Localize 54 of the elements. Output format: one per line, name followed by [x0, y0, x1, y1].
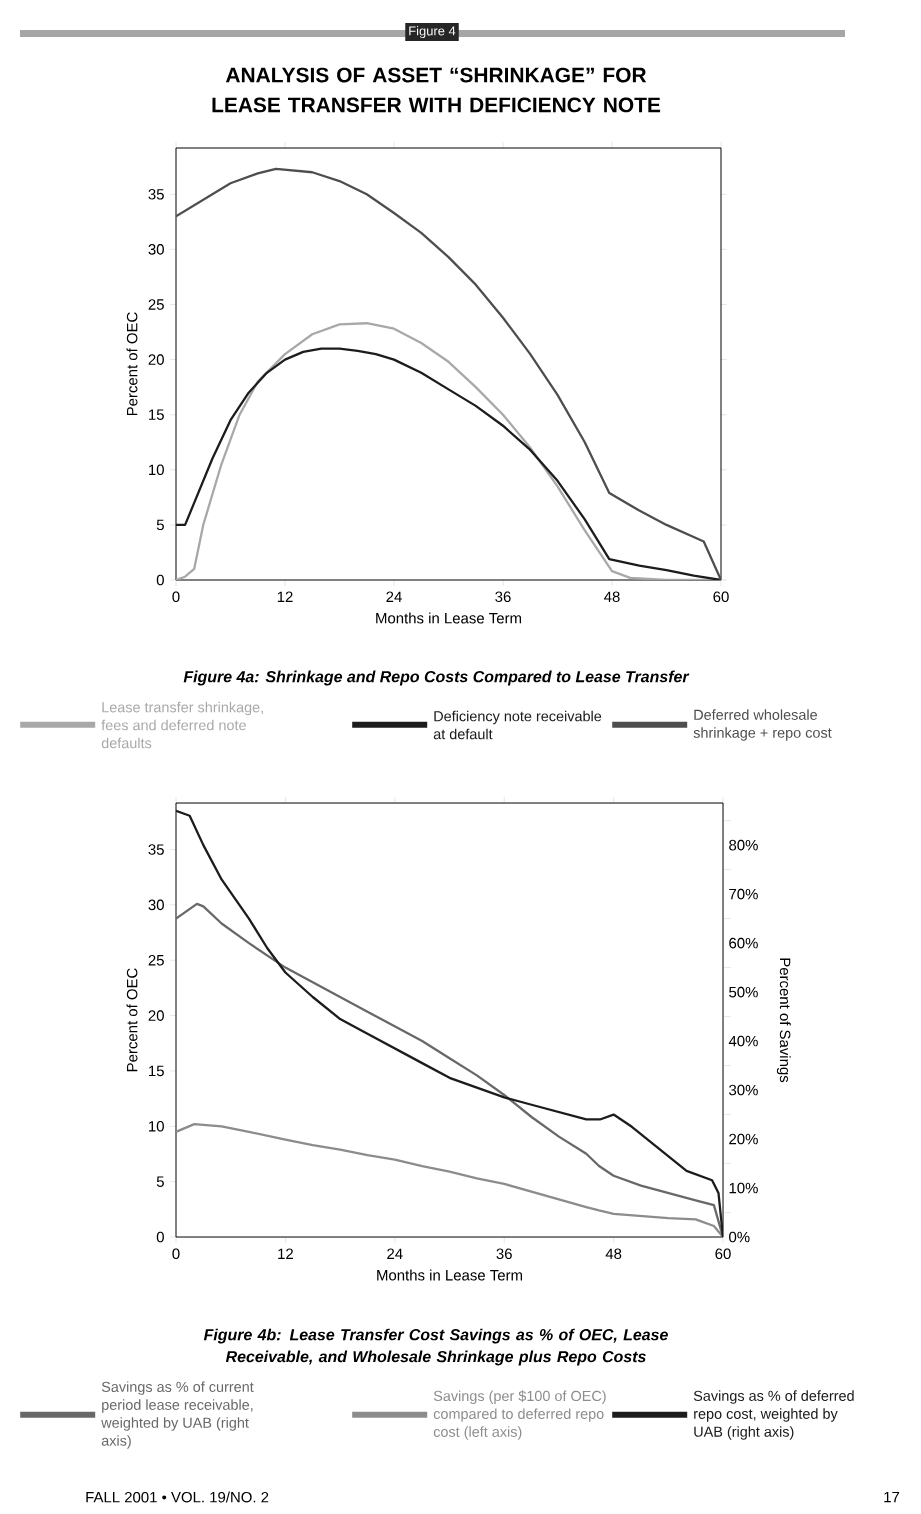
caption: Figure 4b: Lease Transfer Cost Savings as % of OEC, Lease Receivable, and Wholesale Shrinkage plus Repo Costs — [203, 1328, 668, 1366]
y2-axis-title: Percent of Savings — [776, 958, 791, 1083]
y-tick-label: 10 — [149, 1121, 164, 1132]
y-tick-label: 5 — [156, 519, 164, 531]
y-tick-label: 35 — [148, 844, 164, 855]
chart-title: ANALYSIS OF ASSET “SHRINKAGE” FOR LEASE TRANSFER WITH DEFICIENCY NOTE — [212, 67, 661, 113]
x-tick-label: 24 — [387, 1248, 403, 1259]
text: Deferred wholesale shrinkage + repo cost — [693, 709, 832, 741]
x-tick-label: 12 — [277, 591, 293, 602]
y2-tick-label: 10% — [729, 1182, 758, 1194]
x-tick-label: 24 — [386, 591, 402, 602]
x-axis-title: Months in Lease Term — [376, 612, 522, 624]
text: Deficiency note receivable at default — [433, 710, 602, 740]
y-axis-title: Percent of OEC — [126, 312, 138, 416]
x-tick-label: 48 — [605, 1248, 622, 1260]
x-tick-label: 0 — [172, 1248, 180, 1260]
x-axis-title: Months in Lease Term — [377, 1269, 523, 1281]
x-tick-label: 0 — [172, 591, 180, 603]
x-tick-label: 36 — [495, 591, 511, 603]
y-tick-label: 15 — [149, 409, 164, 420]
text: FALL 2001 • VOL. 19/NO. 2 — [86, 1491, 269, 1503]
y-axis-title: Percent of OEC — [126, 968, 138, 1072]
text: Savings (per $100 of OEC) compared to deferred repo cost (left axis) — [433, 1390, 606, 1440]
y-tick-label: 0 — [156, 574, 164, 586]
y2-tick-label: 30% — [729, 1084, 758, 1096]
y-tick-label: 20 — [148, 354, 164, 365]
y-tick-label: 25 — [148, 299, 164, 310]
y2-tick-label: 40% — [728, 1035, 758, 1047]
x-tick-label: 36 — [496, 1248, 512, 1260]
y-tick-label: 30 — [148, 244, 164, 255]
y-tick-label: 30 — [148, 899, 164, 911]
x-tick-label: 12 — [278, 1248, 293, 1259]
text: Lease transfer shrinkage, fees and deferred note defaults — [101, 701, 263, 749]
y-tick-label: 0 — [156, 1231, 164, 1243]
y2-tick-label: 60% — [729, 937, 758, 949]
x-tick-label: 48 — [604, 591, 620, 603]
y2-tick-label: 80% — [729, 839, 758, 851]
y-tick-label: 35 — [148, 189, 164, 200]
text: 17 — [884, 1491, 900, 1503]
y-tick-label: 5 — [156, 1176, 164, 1187]
text: Savings as % of deferred repo cost, weighted by UAB (right axis) — [693, 1390, 854, 1440]
x-tick-label: 60 — [715, 1248, 731, 1260]
y2-tick-label: 20% — [729, 1133, 758, 1145]
y-tick-label: 20 — [148, 1010, 164, 1021]
y2-tick-label: 0% — [729, 1231, 750, 1243]
caption: Figure 4 — [409, 25, 456, 39]
y-tick-label: 10 — [149, 464, 164, 476]
text: Savings as % of current period lease receivable, weighted by UAB (right axis) — [101, 1381, 254, 1449]
x-tick-label: 60 — [713, 591, 729, 603]
caption: Figure 4a: Shrinkage and Repo Costs Compared to Lease Transfer — [183, 670, 690, 686]
y-tick-label: 25 — [148, 954, 164, 966]
y-tick-label: 15 — [149, 1065, 164, 1077]
y2-tick-label: 50% — [729, 986, 758, 998]
y2-tick-label: 70% — [729, 888, 758, 900]
